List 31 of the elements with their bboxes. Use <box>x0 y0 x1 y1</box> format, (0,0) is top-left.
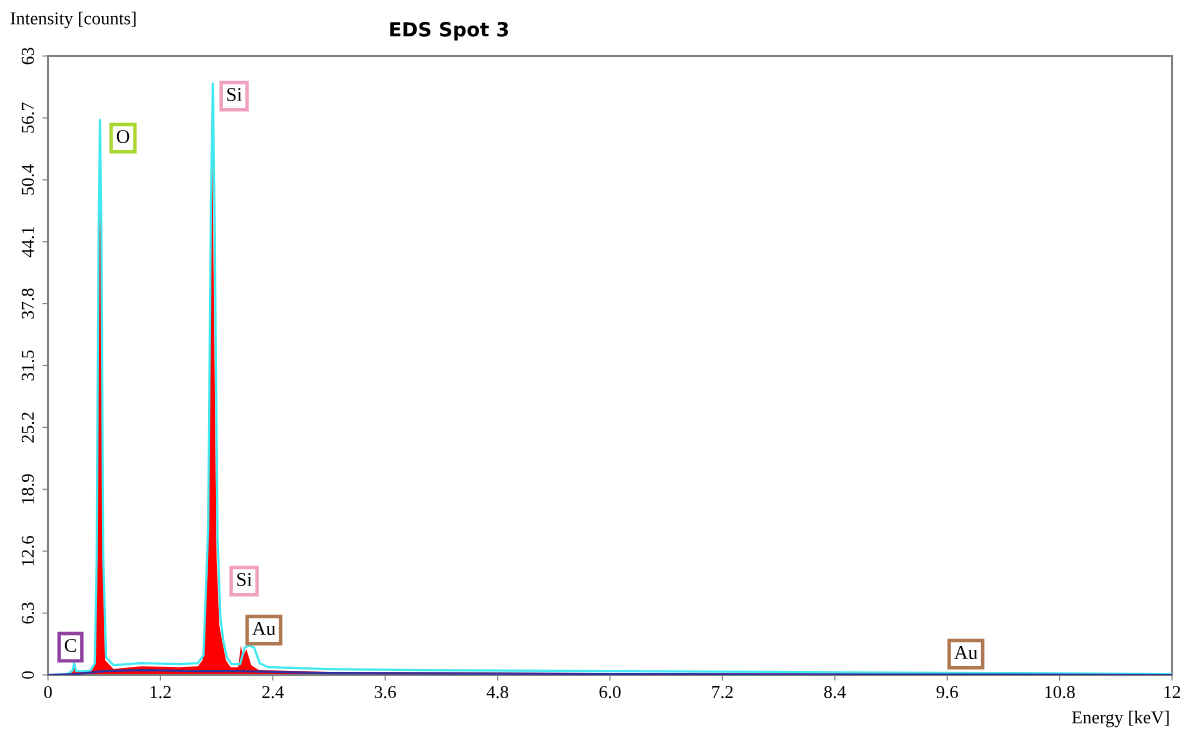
y-tick-label: 63 <box>21 47 34 65</box>
x-tick-label: 1.2 <box>150 685 171 699</box>
annotation: O <box>116 129 130 144</box>
x-tick-label: 8.4 <box>824 685 846 699</box>
x-tick-label: 6.0 <box>599 685 621 699</box>
x-tick-label: 7.2 <box>712 685 733 699</box>
annotation: Si <box>227 87 242 102</box>
x-tick-label: 3.6 <box>374 685 396 699</box>
chart-title: EDS Spot 3 <box>390 21 508 41</box>
annotation: Au <box>954 646 978 660</box>
x-tick-label: 2.4 <box>262 685 284 699</box>
y-tick-label: 44.1 <box>21 226 34 258</box>
y-tick-label: 56.7 <box>21 102 34 133</box>
x-tick-label: 10.8 <box>1045 685 1075 699</box>
y-tick-label: 12.6 <box>21 535 34 566</box>
annotation: C <box>64 638 76 653</box>
x-tick-label: 12 <box>1164 685 1181 698</box>
x-tick-label: 9.6 <box>936 685 958 699</box>
y-axis-title: Intensity [counts] <box>10 11 136 29</box>
y-tick-label: 18.9 <box>21 474 34 504</box>
x-tick-label: 0 <box>44 685 52 699</box>
annotation: Au <box>252 622 276 636</box>
y-tick-label: 37.8 <box>21 288 34 319</box>
x-tick-label: 4.8 <box>486 685 509 699</box>
y-tick-label: 6.3 <box>21 602 34 624</box>
y-tick-label: 0 <box>21 671 34 679</box>
x-axis-title: Energy [keV] <box>1072 710 1169 728</box>
y-tick-label: 25.2 <box>21 412 34 443</box>
y-tick-label: 31.5 <box>21 350 34 381</box>
y-tick-label: 50.4 <box>21 164 34 195</box>
annotation: Si <box>237 572 252 587</box>
